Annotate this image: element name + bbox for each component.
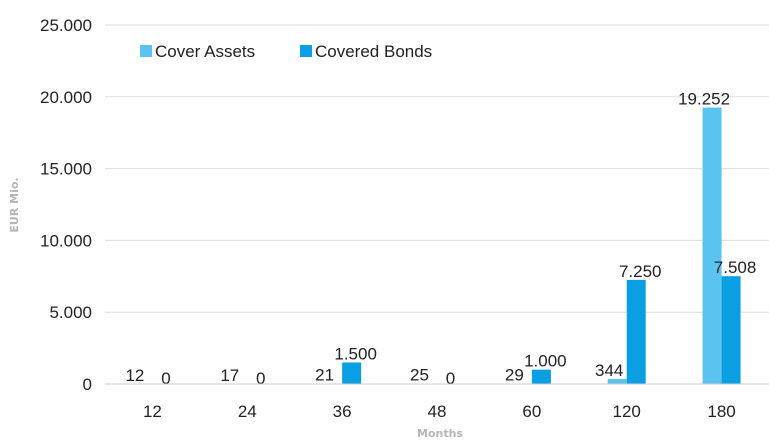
legend: Cover Assets Covered Bonds (140, 42, 432, 61)
data-label: 344 (595, 361, 623, 380)
y-axis-title: EUR Mio. (8, 177, 21, 232)
bar-covered-bonds (342, 362, 362, 384)
y-tick-label: 15.000 (40, 160, 92, 179)
x-tick-label: 24 (238, 402, 257, 421)
x-tick-label: 180 (707, 402, 735, 421)
x-tick-label: 12 (143, 402, 162, 421)
legend-swatch-cover-assets (140, 45, 152, 57)
y-axis-ticks: 0 5.000 10.000 15.000 20.000 25.000 (40, 16, 92, 394)
data-label: 19.252 (678, 90, 730, 109)
x-tick-label: 48 (428, 402, 447, 421)
legend-swatch-covered-bonds (300, 45, 312, 57)
data-labels: 12 0 17 0 211.500 25 0 291.000 344 7.250 19.252 7.5… (125, 90, 756, 388)
data-label: 17 (220, 366, 239, 385)
data-label: 1.000 (524, 352, 567, 371)
bar-covered-bonds (626, 279, 646, 384)
bar-cover-assets (702, 107, 722, 384)
bar-covered-bonds (531, 369, 551, 384)
x-tick-label: 60 (522, 402, 541, 421)
data-label: 0 (256, 369, 265, 388)
bar-cover-assets (607, 379, 627, 384)
x-axis-title: Months (417, 427, 463, 440)
x-tick-label: 120 (613, 402, 641, 421)
y-tick-label: 25.000 (40, 16, 92, 35)
data-label: 0 (446, 369, 455, 388)
legend-label: Covered Bonds (315, 42, 432, 61)
y-tick-label: 20.000 (40, 88, 92, 107)
x-axis-ticks: 12 24 36 48 60 120 180 (143, 402, 736, 421)
data-label: 29 (505, 366, 524, 385)
y-tick-label: 10.000 (40, 231, 92, 250)
data-label: 0 (161, 369, 170, 388)
y-tick-label: 0 (83, 375, 92, 394)
data-label: 7.250 (619, 262, 662, 281)
legend-label: Cover Assets (155, 42, 255, 61)
bar-covered-bonds (721, 276, 741, 384)
data-label: 7.508 (714, 258, 757, 277)
y-tick-label: 5.000 (49, 303, 92, 322)
data-label: 1.500 (334, 344, 377, 363)
x-tick-label: 36 (333, 402, 352, 421)
data-label: 12 (125, 366, 144, 385)
data-label: 21 (315, 366, 334, 385)
bars (133, 107, 741, 384)
grid-lines (105, 24, 769, 313)
data-label: 25 (410, 366, 429, 385)
